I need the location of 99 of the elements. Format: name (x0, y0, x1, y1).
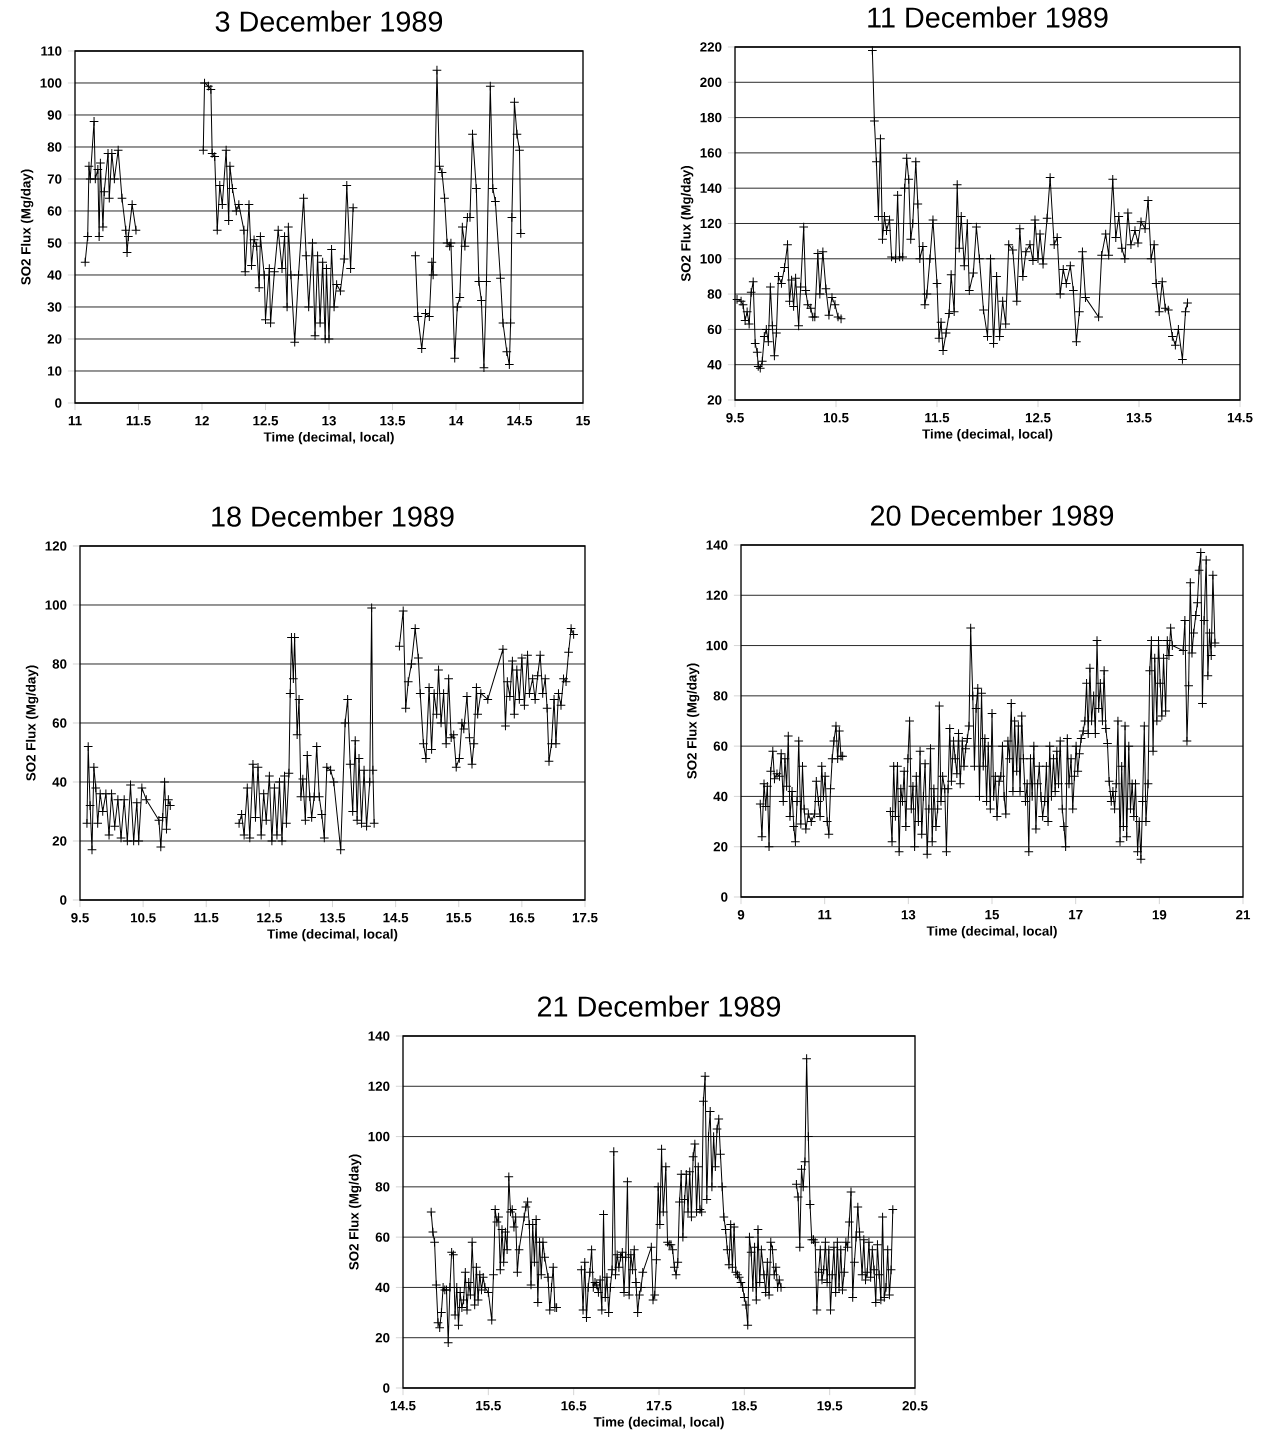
y-axis-title: SO2 Flux (Mg/day) (680, 166, 694, 282)
y-tick-label: 200 (700, 77, 722, 88)
x-tick-label: 19.5 (817, 1401, 843, 1411)
y-tick-label: 80 (47, 142, 62, 152)
x-tick-label: 11 (68, 415, 82, 426)
y-tick-label: 30 (47, 302, 62, 312)
y-axis-title: SO2 Flux (Mg/day) (25, 665, 39, 781)
x-tick-label: 17.5 (646, 1401, 672, 1411)
x-tick-label: 14.5 (507, 415, 533, 426)
y-tick-label: 100 (700, 254, 722, 264)
y-tick-label: 20 (52, 836, 67, 846)
x-tick-label: 20.5 (902, 1401, 928, 1411)
y-tick-label: 20 (713, 841, 728, 852)
y-tick-label: 20 (375, 1333, 390, 1343)
x-tick-label: 12 (195, 415, 209, 426)
x-tick-label: 13.5 (320, 913, 346, 923)
y-tick-label: 60 (375, 1232, 390, 1242)
y-tick-label: 40 (52, 777, 67, 787)
chart-title: 18 December 1989 (212, 505, 454, 527)
x-tick-label: 15 (985, 909, 1000, 920)
y-axis-title: SO2 Flux (Mg/day) (686, 663, 700, 779)
x-tick-label: 13.5 (380, 415, 406, 426)
x-tick-label: 9.5 (71, 913, 89, 923)
x-tick-label: 10.5 (823, 412, 849, 423)
y-tick-label: 40 (47, 270, 62, 280)
y-tick-label: 0 (721, 892, 728, 902)
y-tick-label: 0 (55, 398, 62, 408)
x-axis-title: Time (decimal, local) (926, 925, 1057, 939)
y-tick-label: 140 (706, 540, 728, 550)
y-tick-label: 140 (700, 183, 722, 193)
y-tick-label: 50 (47, 238, 62, 248)
x-tick-label: 17 (1069, 909, 1083, 920)
y-tick-label: 120 (706, 590, 728, 600)
y-tick-label: 10 (48, 366, 62, 376)
y-tick-label: 220 (700, 42, 722, 52)
chart-title: 20 December 1989 (870, 504, 1114, 526)
x-tick-label: 14.5 (383, 912, 409, 923)
y-tick-label: 100 (45, 600, 67, 610)
x-tick-label: 12.5 (253, 415, 279, 426)
y-tick-label: 20 (47, 334, 62, 344)
y-axis-title: SO2 Flux (Mg/day) (348, 1154, 362, 1270)
y-axis-title: SO2 Flux (Mg/day) (20, 169, 34, 285)
x-tick-label: 11.5 (194, 912, 219, 923)
x-axis-title: Time (decimal, local) (263, 431, 394, 445)
y-tick-label: 60 (47, 206, 62, 216)
x-tick-label: 21 (1236, 910, 1251, 920)
x-tick-label: 14.5 (390, 1401, 416, 1411)
x-tick-label: 12.5 (257, 913, 282, 923)
x-tick-label: 14 (449, 415, 464, 426)
x-tick-label: 11.5 (126, 415, 151, 426)
y-tick-label: 0 (60, 895, 67, 905)
y-tick-label: 60 (52, 718, 67, 728)
y-tick-label: 40 (707, 359, 722, 370)
x-tick-label: 16.5 (509, 913, 535, 923)
y-tick-label: 120 (368, 1081, 390, 1091)
y-tick-label: 110 (41, 46, 62, 56)
x-tick-label: 11 (818, 909, 832, 920)
x-axis-title: Time (decimal, local) (922, 428, 1053, 442)
x-axis-title: Time (decimal, local) (267, 928, 398, 942)
y-tick-label: 180 (700, 112, 722, 123)
x-tick-label: 14.5 (1227, 412, 1253, 423)
chart-title: 21 December 1989 (537, 995, 781, 1017)
y-tick-label: 70 (47, 174, 62, 184)
y-tick-label: 0 (383, 1383, 390, 1393)
y-tick-label: 60 (707, 324, 722, 335)
x-tick-label: 13 (901, 910, 916, 920)
y-tick-label: 100 (706, 640, 728, 651)
y-tick-label: 120 (700, 218, 722, 229)
x-tick-label: 13 (322, 415, 336, 426)
y-tick-label: 40 (713, 791, 728, 802)
x-tick-label: 10.5 (130, 913, 156, 923)
x-tick-label: 19 (1152, 910, 1167, 920)
y-tick-label: 160 (700, 148, 722, 158)
y-tick-label: 40 (375, 1282, 390, 1293)
x-tick-label: 13.5 (1126, 412, 1152, 423)
y-tick-label: 100 (40, 78, 62, 88)
chart-title: 11 December 1989 (868, 6, 1108, 28)
y-tick-label: 90 (47, 110, 62, 120)
x-tick-label: 17.5 (572, 912, 598, 923)
y-tick-label: 100 (368, 1131, 390, 1142)
y-tick-label: 80 (375, 1182, 390, 1192)
x-tick-label: 9 (737, 910, 745, 920)
y-tick-label: 80 (707, 289, 722, 299)
y-tick-label: 140 (368, 1031, 390, 1041)
y-tick-label: 60 (713, 741, 728, 751)
chart-title: 3 December 1989 (215, 10, 443, 32)
x-tick-label: 15 (576, 415, 591, 426)
y-tick-label: 80 (713, 691, 728, 701)
x-axis-title: Time (decimal, local) (593, 1416, 724, 1430)
y-tick-label: 80 (52, 659, 67, 669)
x-tick-label: 15.5 (446, 912, 472, 923)
x-tick-label: 15.5 (476, 1401, 501, 1411)
x-tick-label: 12.5 (1025, 412, 1051, 423)
x-tick-label: 16.5 (561, 1401, 587, 1411)
y-tick-label: 20 (707, 395, 722, 405)
y-tick-label: 120 (45, 541, 67, 551)
x-tick-label: 11.5 (925, 412, 950, 423)
x-tick-label: 9.5 (726, 412, 744, 423)
x-tick-label: 18.5 (732, 1401, 757, 1411)
